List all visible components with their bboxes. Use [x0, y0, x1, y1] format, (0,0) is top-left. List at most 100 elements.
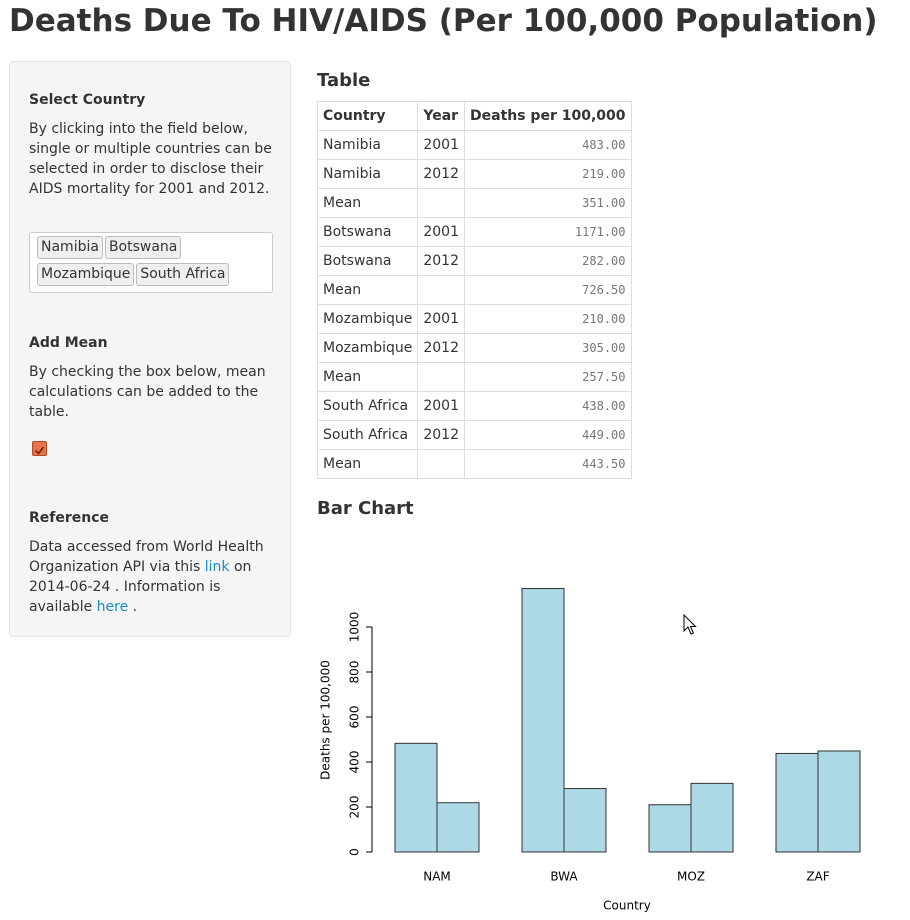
- table-cell: Botswana: [316, 246, 419, 276]
- page-title: Deaths Due To HIV/AIDS (Per 100,000 Popu…: [9, 3, 878, 39]
- country-tag[interactable]: South Africa: [136, 263, 230, 286]
- table-cell: Botswana: [316, 217, 419, 247]
- column-header: Deaths per 100,000: [464, 101, 632, 131]
- table-cell: 2012: [417, 246, 465, 276]
- table-cell: [417, 362, 465, 392]
- country-tag[interactable]: Mozambique: [37, 263, 135, 286]
- section-heading: Select Country: [29, 92, 146, 108]
- link[interactable]: here: [96, 599, 129, 615]
- table-cell: Mozambique: [316, 304, 419, 334]
- table-row: Mean 351.00: [316, 188, 632, 218]
- table-cell: Mozambique: [316, 333, 419, 363]
- section-text: Data accessed from World Health Organiza…: [29, 537, 274, 617]
- bar-chart: 0 200 400 600 800 1000 Deaths per 100,000 Count…: [319, 588, 861, 913]
- y-tick-label: 200: [348, 796, 362, 819]
- reference-section: Reference Data accessed from World Healt…: [29, 508, 274, 617]
- table-row: Namibia 2001 483.00: [316, 130, 632, 160]
- table-cell: Namibia: [316, 130, 419, 160]
- bar: [690, 782, 734, 853]
- table-cell: South Africa: [316, 391, 419, 421]
- table-cell: [417, 275, 465, 305]
- table-cell: [417, 188, 465, 218]
- table-cell: 443.50: [464, 449, 632, 479]
- table-row: Botswana 2001 1171.00: [316, 217, 632, 247]
- table-cell: Mean: [316, 362, 419, 392]
- table-cell: South Africa: [316, 420, 419, 450]
- table-cell: 2012: [417, 333, 465, 363]
- mean-checkbox[interactable]: [32, 441, 47, 456]
- mouse-cursor: [683, 614, 697, 635]
- table-cell: Mean: [316, 188, 419, 218]
- table-row: Mean 726.50: [316, 275, 632, 305]
- section-text: By clicking into the field below, single…: [29, 121, 272, 197]
- table-cell: 305.00: [464, 333, 632, 363]
- table-cell: 2012: [417, 159, 465, 189]
- y-tick-label: 400: [348, 751, 362, 774]
- table-row: Mean 443.50: [316, 449, 632, 479]
- column-header: Country: [316, 101, 419, 131]
- bar: [775, 752, 819, 853]
- select-country-section: Select Country By clicking into the fiel…: [29, 90, 274, 199]
- table-cell: 210.00: [464, 304, 632, 334]
- table-heading: Table: [317, 70, 371, 91]
- table-cell: 726.50: [464, 275, 632, 305]
- table-cell: 219.00: [464, 159, 632, 189]
- text: on 2014-06-24 . Information is available: [29, 559, 252, 615]
- header-row: Country Year Deaths per 100,000: [316, 101, 632, 131]
- section-text: By checking the box below, mean calculat…: [29, 364, 266, 420]
- bar: [648, 804, 692, 853]
- x-axis-label: Country: [603, 899, 651, 913]
- y-axis-label: Deaths per 100,000: [319, 660, 333, 780]
- table-cell: 1171.00: [464, 217, 632, 247]
- bar: [394, 742, 438, 853]
- table-row: South Africa 2001 438.00: [316, 391, 632, 421]
- country-select[interactable]: Namibia Botswana Mozambique South Africa: [29, 232, 273, 293]
- table-cell: 483.00: [464, 130, 632, 160]
- table-cell: 2001: [417, 304, 465, 334]
- bar: [521, 588, 565, 853]
- text: Data accessed from World Health Organiza…: [29, 539, 264, 575]
- x-tick-label: ZAF: [806, 870, 829, 884]
- table-cell: 2001: [417, 217, 465, 247]
- table-cell: 257.50: [464, 362, 632, 392]
- x-tick-label: MOZ: [677, 870, 705, 884]
- section-heading: Reference: [29, 510, 110, 526]
- data-table: Country Year Deaths per 100,000 Namibia 2001…: [316, 101, 632, 479]
- link[interactable]: link: [204, 559, 230, 575]
- y-tick-label: 0: [348, 848, 362, 856]
- country-tag[interactable]: Botswana: [104, 236, 182, 259]
- table-cell: 351.00: [464, 188, 632, 218]
- table-row: South Africa 2012 449.00: [316, 420, 632, 450]
- table-cell: Namibia: [316, 159, 419, 189]
- table-row: Botswana 2012 282.00: [316, 246, 632, 276]
- table-row: Mean 257.50: [316, 362, 632, 392]
- table-cell: Mean: [316, 449, 419, 479]
- table-cell: 2001: [417, 391, 465, 421]
- table-row: Namibia 2012 219.00: [316, 159, 632, 189]
- column-header: Year: [417, 101, 465, 131]
- section-heading: Add Mean: [29, 335, 108, 351]
- x-tick-label: BWA: [550, 870, 578, 884]
- table-cell: [417, 449, 465, 479]
- bar: [817, 750, 861, 853]
- text: .: [132, 599, 138, 615]
- table-cell: 449.00: [464, 420, 632, 450]
- y-tick-label: 600: [348, 706, 362, 729]
- table-cell: 2012: [417, 420, 465, 450]
- x-tick-label: NAM: [423, 870, 451, 884]
- bar: [436, 802, 480, 853]
- sidebar: Select Country By clicking into the fiel…: [9, 61, 291, 637]
- y-tick-label: 800: [348, 661, 362, 684]
- bar: [563, 788, 607, 853]
- table-cell: Mean: [316, 275, 419, 305]
- add-mean-section: Add Mean By checking the box below, mean…: [29, 333, 274, 422]
- table-row: Mozambique 2012 305.00: [316, 333, 632, 363]
- chart-heading: Bar Chart: [317, 498, 414, 519]
- table-body: Namibia 2001 483.00 Namibia 2012 219.00 Mean 35…: [316, 130, 632, 479]
- country-tag[interactable]: Namibia: [37, 236, 103, 259]
- table-cell: 438.00: [464, 391, 632, 421]
- table-cell: 282.00: [464, 246, 632, 276]
- check-icon: [34, 446, 45, 455]
- table-cell: 2001: [417, 130, 465, 160]
